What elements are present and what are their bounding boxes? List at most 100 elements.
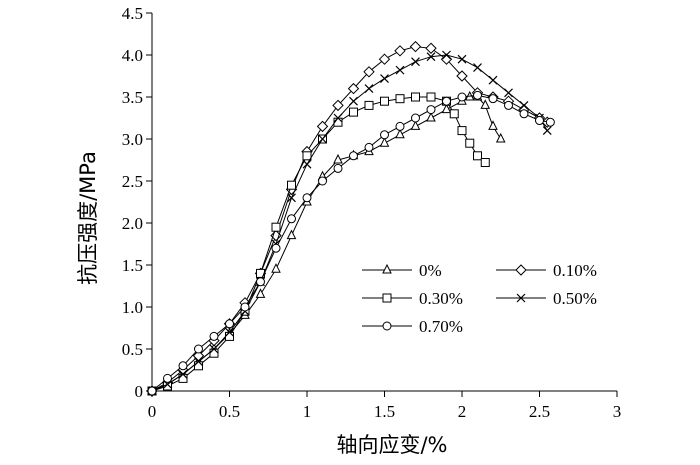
data-point xyxy=(379,137,390,147)
x-tick-label: 1 xyxy=(303,402,312,421)
data-point xyxy=(457,92,467,102)
data-point xyxy=(457,54,467,64)
data-point xyxy=(426,105,436,115)
data-point xyxy=(542,126,552,136)
y-tick-label: 4.5 xyxy=(122,4,143,23)
data-point xyxy=(380,74,389,83)
x-tick-label: 0.5 xyxy=(219,402,240,421)
data-point xyxy=(209,348,219,358)
data-point xyxy=(480,99,491,109)
data-point xyxy=(194,344,203,354)
data-point xyxy=(318,134,327,144)
y-tick-label: 3.5 xyxy=(122,88,143,107)
data-point xyxy=(163,373,172,383)
data-point xyxy=(287,180,296,190)
data-point xyxy=(286,229,297,240)
y-tick-label: 1.0 xyxy=(122,298,143,317)
legend-label: 0.70% xyxy=(419,317,463,336)
x-tick-label: 2 xyxy=(458,402,467,421)
data-point xyxy=(256,277,265,287)
data-point xyxy=(302,151,312,161)
data-point xyxy=(488,120,498,130)
legend-marker xyxy=(382,321,392,331)
legend-label: 0% xyxy=(419,261,442,280)
y-tick-label: 1.5 xyxy=(122,256,143,275)
x-tick-label: 3 xyxy=(613,402,622,421)
data-point xyxy=(441,103,452,114)
data-point xyxy=(425,42,437,54)
y-tick-label: 0 xyxy=(135,382,144,401)
series-layer xyxy=(146,40,555,397)
data-point xyxy=(225,319,234,329)
data-point xyxy=(192,350,205,362)
data-point xyxy=(178,369,188,379)
data-point xyxy=(395,65,405,75)
legend-item-2: 0.30% xyxy=(362,289,463,308)
data-point xyxy=(442,96,451,106)
y-tick-label: 0.5 xyxy=(122,340,143,359)
series-4 xyxy=(147,90,555,396)
data-point xyxy=(225,327,234,337)
data-point xyxy=(488,94,498,104)
data-point xyxy=(473,151,482,161)
data-point xyxy=(456,70,468,82)
data-point xyxy=(457,126,467,136)
data-point xyxy=(364,100,374,110)
data-point xyxy=(411,113,420,123)
data-point xyxy=(194,361,203,371)
y-tick-label: 2.5 xyxy=(122,172,143,191)
legend-label: 0.50% xyxy=(553,289,597,308)
data-point xyxy=(209,331,219,341)
data-point xyxy=(364,142,374,152)
data-point xyxy=(318,176,327,186)
data-point xyxy=(225,331,234,341)
data-point xyxy=(347,82,360,95)
data-point xyxy=(504,100,513,110)
y-tick-label: 2.0 xyxy=(122,214,143,233)
data-point xyxy=(426,111,436,122)
data-point xyxy=(495,132,506,143)
data-point xyxy=(545,117,555,127)
data-point xyxy=(349,151,358,161)
legend-item-1: 0.10% xyxy=(496,261,597,280)
data-point xyxy=(465,138,475,148)
axes xyxy=(151,13,617,392)
data-point xyxy=(302,193,312,203)
data-point xyxy=(480,158,490,168)
data-point xyxy=(395,94,405,104)
legend-label: 0.10% xyxy=(553,261,597,280)
x-tick-label: 2.5 xyxy=(529,402,550,421)
data-point xyxy=(349,107,358,117)
x-tick-label: 0 xyxy=(148,402,157,421)
data-point xyxy=(442,50,451,60)
data-point xyxy=(473,90,482,100)
ticks: 0 0.5 1 1.5 2 2.5 3 0 0.5 1.0 1.5 2.0 2.5 3.0 3.5 4.0 4.… xyxy=(122,4,622,421)
data-point xyxy=(255,288,266,298)
data-point xyxy=(302,159,312,169)
legend-label: 0.30% xyxy=(419,289,463,308)
data-point xyxy=(364,84,374,94)
data-point xyxy=(535,116,544,126)
data-point xyxy=(395,121,405,131)
data-point xyxy=(194,357,203,367)
data-point xyxy=(426,92,436,102)
data-point xyxy=(409,40,422,53)
data-point xyxy=(178,361,188,371)
data-point xyxy=(333,113,343,123)
data-point xyxy=(488,75,498,85)
data-point xyxy=(449,109,459,119)
x-tick-label: 1.5 xyxy=(374,402,395,421)
y-axis-title: 抗压强度/MPa xyxy=(76,151,100,285)
data-point xyxy=(287,214,296,224)
data-point xyxy=(410,120,421,130)
data-point xyxy=(333,163,343,173)
legend-marker xyxy=(382,293,392,303)
y-tick-label: 3.0 xyxy=(122,130,143,149)
legend: 0% 0.10% 0.30% 0.50% 0.70% xyxy=(362,261,597,336)
legend-marker xyxy=(382,263,392,274)
x-axis-title: 轴向应变/% xyxy=(336,433,447,457)
data-point xyxy=(378,53,391,65)
data-point xyxy=(380,96,389,106)
data-point xyxy=(332,99,344,112)
